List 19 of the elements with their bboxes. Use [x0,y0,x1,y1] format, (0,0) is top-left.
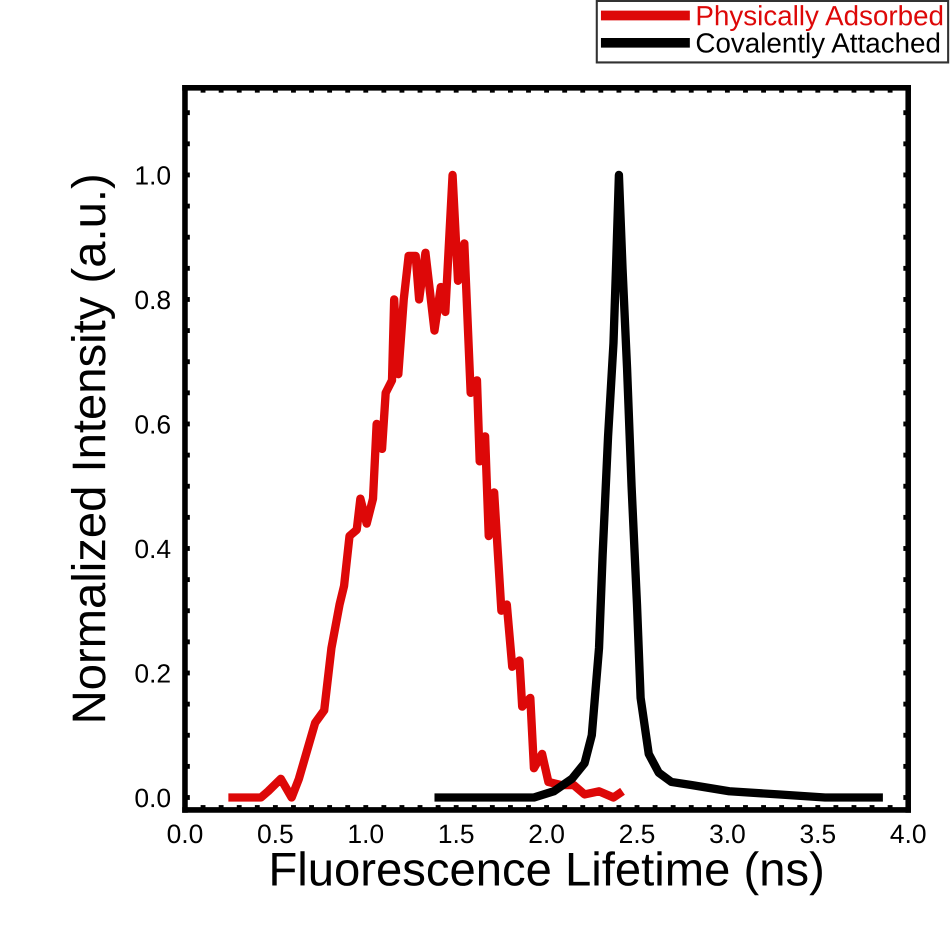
y-tick-label: 0.2 [135,664,170,683]
x-tick-label: 4.0 [890,824,926,844]
x-tick-label: 0.5 [258,824,293,844]
x-tick-label: 3.5 [800,824,836,844]
y-tick-label: 0.4 [135,540,170,558]
legend-label: Physically Adsorbed [698,5,942,32]
x-tick-label: 2.5 [620,824,654,844]
y-tick-label: 0.6 [135,415,170,434]
x-tick-label: 1.0 [349,824,384,844]
y-axis-title: Normalized Intensity (a.u.) [70,176,115,721]
y-tick-label: 1.0 [136,166,170,185]
y-tick-label: 0.0 [135,788,170,808]
legend-label: Covalently Attached [696,32,940,58]
x-tick-label: 0.0 [168,824,202,844]
x-tick-label: 2.0 [530,824,564,844]
x-axis-title: Fluorescence Lifetime (ns) [272,851,822,896]
y-tick-label: 0.8 [135,290,170,310]
x-tick-label: 1.5 [440,824,474,844]
x-tick-label: 3.0 [710,824,745,844]
